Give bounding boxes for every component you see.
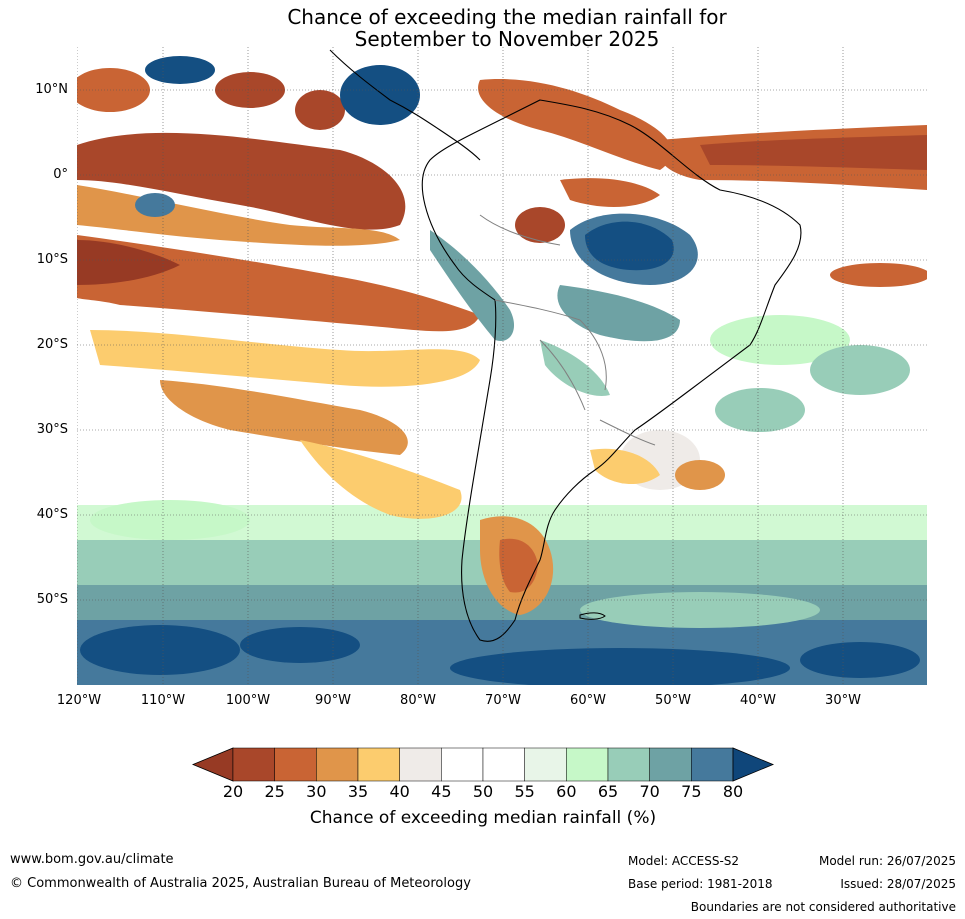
- region-uruguay-dry: [590, 448, 660, 485]
- colorbar-tick-label: 80: [722, 782, 744, 801]
- colorbar-tick-label: 45: [431, 782, 452, 801]
- region-npacific-wet-1: [145, 56, 215, 84]
- colorbar-tick-label: 35: [347, 782, 369, 801]
- colorbar-extend-low: [191, 747, 234, 782]
- colorbar-segment: [607, 747, 650, 782]
- region-atlantic-dry-core: [700, 135, 927, 170]
- colorbar-segment: [691, 747, 734, 782]
- region-npacific-dry-3: [295, 90, 345, 130]
- footer-model-run: Model run: 26/07/2025: [818, 854, 956, 868]
- region-amazon-dry: [560, 178, 660, 207]
- lon-label-40w: 40°W: [740, 693, 776, 708]
- colorbar-segment: [566, 747, 609, 782]
- colorbar-segment: [482, 747, 525, 782]
- colorbar-tick-label: 70: [639, 782, 660, 801]
- region-parana-wet: [540, 340, 610, 396]
- colorbar-tick-label: 40: [389, 782, 410, 801]
- footer-disclaimer: Boundaries are not considered authoritat…: [690, 900, 956, 914]
- region-pacific-dry-core: [77, 240, 180, 285]
- region-pacific-dry-south-4: [300, 440, 462, 519]
- lon-label-110w: 110°W: [140, 693, 186, 708]
- region-pacific-dry-edge: [77, 185, 400, 246]
- region-npacific-wet-2: [340, 65, 420, 125]
- lat-label-0: 0°: [53, 167, 68, 182]
- lon-label-90w: 90°W: [315, 693, 351, 708]
- region-southern-dark-1: [80, 625, 240, 675]
- colorbar-tick-label: 75: [681, 782, 702, 801]
- lat-label-50s: 50°S: [36, 592, 68, 607]
- lon-label-60w: 60°W: [570, 693, 606, 708]
- region-pacific-dry-equatorial: [77, 132, 406, 230]
- lat-label-40s: 40°S: [36, 507, 68, 522]
- colorbar-segment: [441, 747, 484, 782]
- south-america-coastline: [421, 99, 802, 642]
- colorbar-tick-label: 55: [514, 782, 535, 801]
- map-title-line-2: September to November 2025: [354, 27, 660, 51]
- footer-base-period: Base period: 1981-2018: [628, 877, 773, 891]
- lon-label-120w: 120°W: [56, 693, 102, 708]
- region-southern-dark-4: [800, 642, 920, 678]
- colorbar-tick-label: 20: [222, 782, 244, 801]
- colorbar-segment: [399, 747, 442, 782]
- map-plot-area: [77, 47, 927, 685]
- graticule: [77, 47, 927, 685]
- region-atlantic-green-1: [710, 315, 850, 365]
- colorbar-tick-label: 60: [556, 782, 577, 801]
- region-southatlantic-dry: [675, 460, 725, 490]
- region-southern-dark-2: [240, 627, 360, 663]
- region-pacific-dry-south-3: [160, 380, 408, 455]
- region-patagonia-dry-core: [499, 538, 538, 593]
- lat-label-10n: 10°N: [35, 82, 68, 97]
- lat-label-20s: 20°S: [36, 337, 68, 352]
- falklands-outline: [579, 612, 606, 620]
- colorbar-segment: [232, 747, 275, 782]
- region-pacific-dry-south-1: [77, 235, 480, 332]
- region-atlantic-green-3: [715, 388, 805, 432]
- central-america-coastline: [329, 49, 481, 161]
- lon-label-100w: 100°W: [225, 693, 271, 708]
- region-atlantic-green-2: [810, 345, 910, 395]
- footer-website[interactable]: www.bom.gov.au/climate: [10, 852, 174, 867]
- colorbar-extend-high: [732, 747, 775, 782]
- region-caribbean-dry: [478, 79, 673, 170]
- region-pacific-wet-small: [135, 193, 175, 217]
- footer-issued: Issued: 28/07/2025: [840, 877, 956, 891]
- colorbar-label: Chance of exceeding median rainfall (%): [309, 808, 657, 828]
- lon-label-70w: 70°W: [485, 693, 521, 708]
- region-atlantic-dry-south: [830, 263, 927, 287]
- colorbar-tick-label: 30: [306, 782, 327, 801]
- colorbar: [191, 747, 775, 782]
- colorbar-segment: [524, 747, 567, 782]
- lon-label-30w: 30°W: [825, 693, 861, 708]
- region-southern-dark-3: [450, 648, 790, 685]
- country-borders: [479, 214, 656, 446]
- lat-label-30s: 30°S: [36, 422, 68, 437]
- region-pacific-green: [90, 500, 250, 540]
- footer-copyright: © Commonwealth of Australia 2025, Austra…: [10, 876, 471, 891]
- colorbar-segment: [316, 747, 359, 782]
- region-pacific-dry-south-2: [90, 330, 480, 387]
- colorbar-tick-label: 65: [597, 782, 619, 801]
- lat-label-10s: 10°S: [36, 252, 68, 267]
- region-npacific-dry-2: [215, 72, 285, 108]
- region-andes-wet: [430, 230, 515, 341]
- colorbar-segment: [274, 747, 317, 782]
- colorbar-segment: [357, 747, 400, 782]
- map-title-line-1: Chance of exceeding the median rainfall …: [287, 5, 727, 29]
- region-peru-dry: [515, 207, 565, 243]
- footer-model: Model: ACCESS-S2: [628, 854, 740, 868]
- lon-label-80w: 80°W: [400, 693, 436, 708]
- colorbar-tick-label: 50: [472, 782, 494, 801]
- region-brazil-wet-core: [585, 221, 674, 271]
- colorbar-tick-label: 25: [264, 782, 285, 801]
- region-southern-mid-patch: [580, 592, 820, 628]
- lon-label-50w: 50°W: [655, 693, 691, 708]
- colorbar-segment: [649, 747, 692, 782]
